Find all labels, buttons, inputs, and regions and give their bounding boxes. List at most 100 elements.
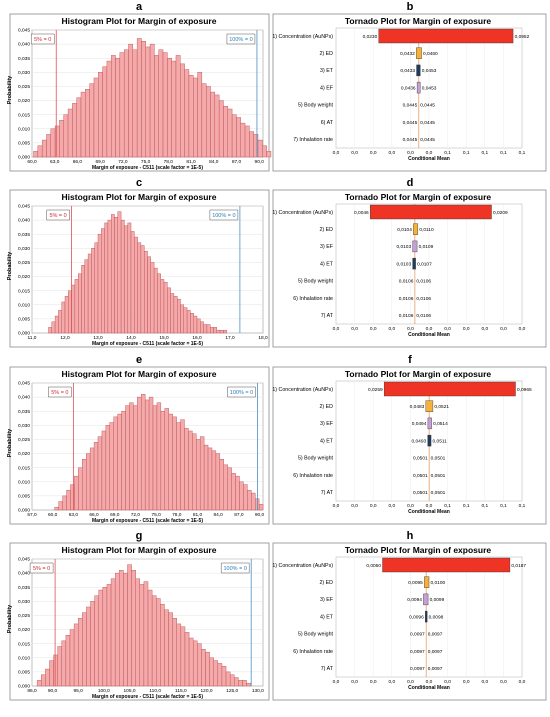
histogram-bar [238,680,243,687]
x-tick-label: 0,0 [426,150,433,156]
factor-label: 3) EF [320,597,334,603]
x-tick-label: 0,1 [444,150,451,156]
factor-label: 3) EF [320,244,334,250]
histogram-bar [172,618,177,687]
x-tick-label: 0,0 [407,503,414,509]
x-tick-label: 120,0 [201,688,213,694]
histogram-bar [70,484,75,511]
histogram-bar [89,83,95,158]
histogram-bar [188,637,194,687]
x-tick-label: 0,0 [426,326,433,332]
x-tick-label: 0,1 [519,503,526,509]
percentile-5-label: 5% = 0 [34,37,51,43]
y-tick-label: 0,025 [18,260,30,266]
histogram-bar [67,108,73,158]
bar-low-value: 0,0433 [400,68,415,74]
x-tick-label: 81,0 [186,159,196,165]
y-tick-label: 0,025 [18,437,30,443]
histogram-bar [76,97,82,158]
bar-high-value: 0,0501 [431,473,446,479]
tornado-bar [416,64,421,77]
tornado-bar [425,400,434,412]
histogram-bar [253,134,259,158]
panel-letter: g [136,530,143,542]
chart-title: Histogram Plot for Margin of exposure [62,545,217,555]
histogram-bar [140,245,145,334]
histogram-bar [101,430,107,511]
percentile-100-label: 100% = 0 [229,37,252,43]
bar-low-value: 0,0501 [413,473,428,479]
chart-title: Histogram Plot for Margin of exposure [62,16,217,26]
factor-label: 4) EF [320,85,334,91]
bar-high-value: 0,0110 [419,227,434,233]
x-tick-label: 60,0 [27,159,37,165]
histogram-bar [82,612,87,687]
histogram-bar [203,444,209,511]
histogram-bar [110,214,115,334]
histogram-bar [173,296,178,334]
x-tick-label: 72,0 [131,512,141,518]
x-tick-label: 0,0 [463,326,470,332]
x-tick-label: 13,0 [93,335,103,341]
histogram-bar [115,58,121,158]
histogram-bar [137,242,142,334]
x-tick-label: 0,0 [481,679,488,685]
bar-low-value: 0,0432 [400,51,415,57]
histogram-bar [143,581,149,687]
factor-label: 7) AT [321,490,334,496]
y-tick-label: 0,020 [18,98,30,104]
histogram-bar [193,77,198,158]
y-tick-label: 0,035 [18,232,30,238]
y-tick-label: 0,040 [18,571,30,577]
histogram-bar [240,122,246,158]
percentile-5-callout [29,562,54,574]
bar-low-value: 0,0106 [399,279,414,285]
histogram-bar [148,396,154,511]
panel-letter: a [136,1,143,13]
histogram-bar [85,453,91,511]
tornado-bar [424,576,430,588]
histogram-bar [231,114,237,158]
bar-high-value: 0,0445 [420,137,435,143]
histogram-bar [102,66,108,158]
tornado-bar [412,257,416,270]
panel-row: g Histogram Plot for Margin of exposure Pr… [7,530,547,701]
y-tick-label: 0,045 [18,28,30,34]
x-tick-label: 0,0 [407,326,414,332]
y-axis-label: Probability [7,428,13,457]
histogram-bar [94,242,99,334]
x-tick-label: 69,0 [95,159,105,165]
histogram-bar [201,649,206,687]
histogram-bar [170,293,175,334]
panel-letter: d [407,177,414,189]
y-tick-label: 0,015 [18,641,30,647]
tornado-bar [427,434,432,447]
histogram-bar [69,629,75,687]
x-tick-label: 12,0 [60,335,70,341]
y-tick-label: 0,015 [18,288,30,294]
histogram-bar [107,219,112,334]
histogram-bar [114,217,118,334]
percentile-5-callout [48,386,72,398]
y-tick-label: 0,030 [18,423,30,429]
histogram-bar [131,570,136,687]
x-tick-label: 0,1 [500,150,507,156]
histogram-bar [180,63,185,158]
histogram-bar [125,405,130,511]
bar-high-value: 0,0109 [419,244,434,250]
histogram-bar [246,682,251,687]
tornado-bar [370,204,492,220]
histogram-bar [158,49,164,158]
histogram-chart: a Histogram Plot for Margin of exposure Pr… [7,1,272,172]
x-axis-label: Margin of exposure - C511 (scale factor … [92,341,203,347]
histogram-bar [139,584,145,687]
y-tick-label: 0,020 [18,274,30,280]
x-tick-label: 15,0 [159,335,169,341]
x-axis-label: Conditional Mean [408,685,450,691]
histogram-bar [86,606,91,687]
tornado-bar [416,81,421,94]
y-tick-label: 0,025 [18,84,30,90]
x-tick-label: 0,1 [444,503,451,509]
bar-low-value: 0,0259 [368,387,383,393]
factor-label: 1) Concentration (AuNPs) [272,563,333,569]
